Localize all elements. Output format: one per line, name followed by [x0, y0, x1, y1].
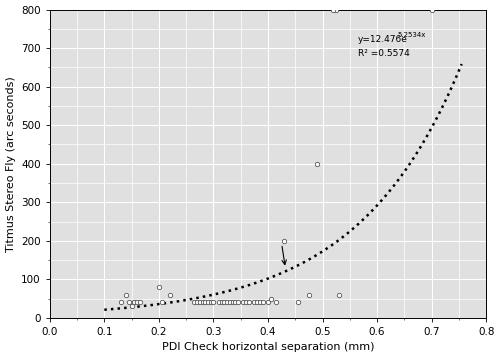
Point [332, 7, 340, 13]
Point [280, 238, 288, 244]
Point [125, 300, 133, 305]
Point [193, 300, 201, 305]
Point [196, 300, 204, 305]
Point [130, 300, 138, 305]
Point [223, 300, 231, 305]
Point [130, 300, 138, 305]
Point [256, 300, 264, 305]
Point [198, 300, 206, 305]
Point [428, 7, 436, 13]
Point [133, 300, 141, 305]
Y-axis label: Titmus Stereo Fly (arc seconds): Titmus Stereo Fly (arc seconds) [6, 76, 16, 252]
Text: y=12.476e: y=12.476e [358, 35, 408, 44]
Point [234, 300, 242, 305]
Point [116, 300, 124, 305]
Point [330, 7, 338, 13]
Point [201, 300, 209, 305]
Point [215, 300, 223, 305]
Point [264, 300, 272, 305]
Point [245, 300, 253, 305]
Point [231, 300, 239, 305]
Point [122, 292, 130, 297]
Point [335, 292, 343, 297]
Point [206, 300, 214, 305]
Point [294, 300, 302, 305]
Point [266, 296, 274, 301]
Text: 5.2534x: 5.2534x [398, 33, 426, 38]
Point [313, 161, 321, 166]
Point [136, 300, 144, 305]
Point [272, 300, 280, 305]
Point [228, 300, 236, 305]
Point [155, 284, 163, 290]
Point [190, 300, 198, 305]
Point [210, 300, 218, 305]
Point [253, 300, 261, 305]
Point [158, 300, 166, 305]
Point [128, 304, 136, 309]
Text: R² =0.5574: R² =0.5574 [358, 49, 410, 58]
Point [242, 300, 250, 305]
Point [166, 292, 174, 297]
X-axis label: PDI Check horizontal separation (mm): PDI Check horizontal separation (mm) [162, 343, 374, 352]
Point [240, 300, 248, 305]
Point [218, 300, 226, 305]
Point [258, 300, 266, 305]
Point [305, 292, 313, 297]
Point [204, 300, 212, 305]
Point [226, 300, 234, 305]
Point [250, 300, 258, 305]
Point [220, 300, 228, 305]
